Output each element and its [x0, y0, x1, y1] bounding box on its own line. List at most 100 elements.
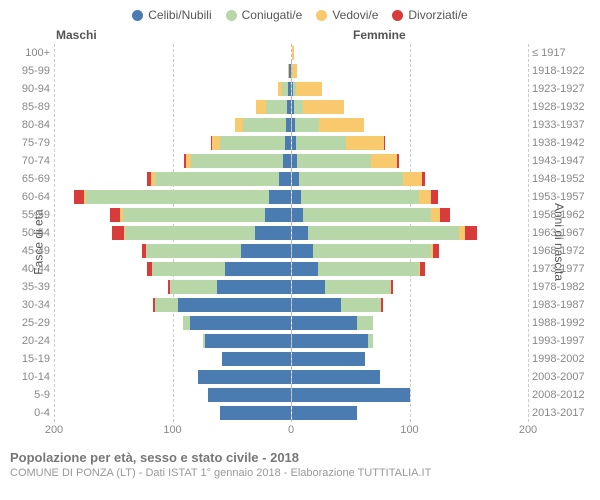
segment-celibi	[292, 208, 304, 222]
segment-celibi	[265, 208, 291, 222]
birth-year-label: 1998-2002	[528, 353, 590, 365]
segment-coniugati	[191, 154, 283, 168]
female-bar	[292, 332, 529, 350]
male-bar	[54, 368, 292, 386]
chart-footer: Popolazione per età, sesso e stato civil…	[10, 450, 590, 479]
segment-coniugati	[368, 334, 373, 348]
bar-zone	[54, 206, 528, 224]
segment-divorziati	[384, 136, 385, 150]
segment-celibi	[285, 136, 291, 150]
bar-zone	[54, 296, 528, 314]
legend-label: Coniugati/e	[242, 8, 303, 22]
male-bar	[54, 134, 292, 152]
male-bar	[54, 116, 292, 134]
age-label: 95-99	[10, 65, 54, 77]
bar-zone	[54, 386, 528, 404]
birth-year-label: 1968-1972	[528, 245, 590, 257]
segment-vedovi	[212, 136, 219, 150]
segment-celibi	[292, 226, 309, 240]
segment-coniugati	[303, 208, 431, 222]
segment-vedovi	[296, 82, 322, 96]
legend-swatch	[226, 10, 237, 21]
age-label: 15-19	[10, 353, 54, 365]
male-bar	[54, 224, 292, 242]
bar-zone	[54, 350, 528, 368]
male-bar	[54, 62, 292, 80]
segment-celibi	[208, 388, 291, 402]
bar-zone	[54, 404, 528, 422]
bar-zone	[54, 224, 528, 242]
segment-vedovi	[303, 100, 343, 114]
birth-year-label: 1973-1977	[528, 263, 590, 275]
segment-vedovi	[346, 136, 384, 150]
chart-title: Popolazione per età, sesso e stato civil…	[10, 450, 590, 465]
column-headers: Maschi Femmine	[10, 28, 590, 42]
x-tick-label: 0	[288, 424, 294, 436]
age-row: 100+≤ 1917	[10, 44, 590, 62]
segment-divorziati	[431, 190, 438, 204]
birth-year-label: 1988-1992	[528, 317, 590, 329]
birth-year-label: 2013-2017	[528, 407, 590, 419]
x-axis-ticks: 2001000100200	[54, 424, 528, 440]
age-row: 30-341983-1987	[10, 296, 590, 314]
x-axis: 2001000100200	[10, 424, 590, 440]
population-pyramid-chart: Celibi/NubiliConiugati/eVedovi/eDivorzia…	[0, 0, 600, 500]
segment-coniugati	[125, 226, 255, 240]
birth-year-label: 1978-1982	[528, 281, 590, 293]
legend-label: Celibi/Nubili	[148, 8, 211, 22]
header-female: Femmine	[293, 28, 590, 42]
segment-coniugati	[183, 316, 190, 330]
female-bar	[292, 152, 529, 170]
segment-coniugati	[155, 298, 179, 312]
female-bar	[292, 116, 529, 134]
female-bar	[292, 368, 529, 386]
bar-zone	[54, 332, 528, 350]
birth-year-label: 1963-1967	[528, 227, 590, 239]
age-row: 40-441973-1977	[10, 260, 590, 278]
female-bar	[292, 224, 529, 242]
female-bar	[292, 134, 529, 152]
age-label: 5-9	[10, 389, 54, 401]
age-label: 100+	[10, 47, 54, 59]
segment-coniugati	[297, 154, 370, 168]
female-bar	[292, 170, 529, 188]
male-bar	[54, 98, 292, 116]
segment-celibi	[292, 334, 369, 348]
segment-divorziati	[420, 262, 425, 276]
segment-celibi	[292, 190, 301, 204]
segment-coniugati	[86, 190, 269, 204]
age-row: 75-791938-1942	[10, 134, 590, 152]
segment-vedovi	[235, 118, 243, 132]
segment-divorziati	[397, 154, 399, 168]
bar-zone	[54, 62, 528, 80]
segment-celibi	[292, 406, 357, 420]
age-row: 80-841933-1937	[10, 116, 590, 134]
segment-coniugati	[266, 100, 287, 114]
segment-celibi	[292, 388, 410, 402]
female-bar	[292, 188, 529, 206]
segment-coniugati	[123, 208, 265, 222]
age-row: 90-941923-1927	[10, 80, 590, 98]
age-label: 20-24	[10, 335, 54, 347]
age-row: 55-591958-1962	[10, 206, 590, 224]
bar-zone	[54, 80, 528, 98]
bar-zone	[54, 260, 528, 278]
segment-coniugati	[243, 118, 286, 132]
segment-divorziati	[74, 190, 83, 204]
birth-year-label: 1953-1957	[528, 191, 590, 203]
male-bar	[54, 314, 292, 332]
birth-year-label: 2008-2012	[528, 389, 590, 401]
segment-coniugati	[152, 262, 225, 276]
x-tick-label: 200	[519, 424, 537, 436]
segment-celibi	[292, 262, 318, 276]
segment-celibi	[288, 82, 290, 96]
legend-item: Celibi/Nubili	[132, 8, 211, 22]
age-label: 80-84	[10, 119, 54, 131]
segment-coniugati	[313, 244, 431, 258]
segment-divorziati	[440, 208, 449, 222]
segment-coniugati	[308, 226, 459, 240]
age-row: 65-691948-1952	[10, 170, 590, 188]
male-bar	[54, 332, 292, 350]
segment-coniugati	[299, 172, 403, 186]
x-tick-label: 100	[163, 424, 181, 436]
